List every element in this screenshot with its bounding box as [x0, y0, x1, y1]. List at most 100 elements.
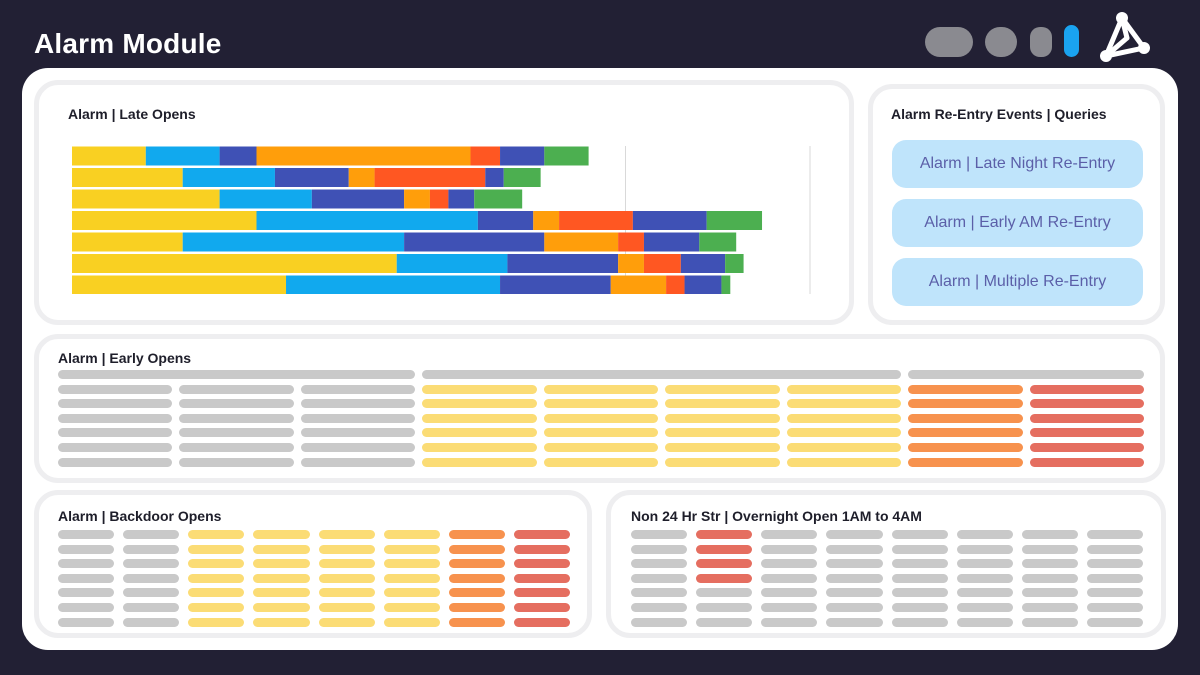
late-opens-chart: [72, 146, 816, 294]
overnight-table: [631, 530, 1143, 630]
table-cell: [631, 530, 688, 539]
table-cell: [891, 530, 948, 539]
table-cell: [123, 573, 180, 583]
table-cell: [300, 428, 416, 438]
table-cell: [513, 544, 570, 554]
table-cell: [422, 413, 537, 423]
table-cell: [1021, 544, 1078, 554]
table-cell: [188, 559, 245, 569]
table-cell: [826, 559, 883, 569]
table-cell: [318, 530, 375, 539]
bar-row-2-segment-0: [72, 189, 220, 209]
bar-row-1-segment-4: [374, 168, 486, 187]
bar-row-6-segment-6: [721, 275, 731, 294]
table-cell: [665, 428, 780, 438]
backdoor-opens-title: Alarm | Backdoor Opens: [58, 508, 222, 524]
bar-row-3-segment-0: [72, 211, 257, 230]
table-cell: [422, 457, 537, 467]
table-cell: [826, 573, 883, 583]
table-cell: [1029, 399, 1144, 409]
table-cell: [631, 559, 688, 569]
query-early-am-reentry-button[interactable]: Alarm | Early AM Re-Entry: [892, 199, 1143, 247]
table-cell: [448, 603, 505, 612]
active-toggle-icon[interactable]: [1064, 25, 1079, 57]
table-cell: [300, 457, 416, 467]
bar-row-2-segment-2: [311, 189, 405, 209]
table-cell: [58, 573, 115, 583]
table-cell: [318, 617, 375, 627]
table-cell: [448, 573, 505, 583]
page-title: Alarm Module: [34, 28, 222, 59]
bar-row-0-segment-4: [470, 146, 501, 166]
bar-row-4-segment-4: [618, 232, 644, 252]
table-cell: [908, 443, 1023, 452]
table-cell: [1086, 588, 1143, 598]
bar-row-3-segment-3: [533, 211, 560, 230]
table-cell: [383, 573, 440, 583]
table-cell: [908, 413, 1023, 423]
table-cell: [1086, 544, 1143, 554]
table-cell: [422, 428, 537, 438]
table-cell: [188, 617, 245, 627]
table-cell: [300, 413, 416, 423]
table-cell: [422, 443, 537, 452]
backdoor-opens-table: [58, 530, 570, 630]
table-cell: [188, 588, 245, 598]
table-cell: [300, 443, 416, 452]
table-cell: [58, 443, 173, 452]
small-pill-control-icon[interactable]: [1030, 27, 1052, 57]
bar-row-2-segment-6: [474, 189, 523, 209]
table-cell: [543, 428, 659, 438]
early-opens-title: Alarm | Early Opens: [58, 350, 192, 366]
query-late-night-reentry-button[interactable]: Alarm | Late Night Re-Entry: [892, 140, 1143, 188]
table-cell: [786, 413, 902, 423]
bar-row-2-segment-4: [429, 189, 449, 209]
circle-control-icon[interactable]: [985, 27, 1017, 57]
table-cell: [1021, 573, 1078, 583]
bar-row-3-segment-6: [706, 211, 763, 230]
bar-row-1-segment-2: [274, 168, 349, 187]
table-cell: [786, 443, 902, 452]
table-cell: [58, 384, 173, 394]
table-cell: [513, 530, 570, 539]
table-cell: [543, 443, 659, 452]
table-cell: [761, 530, 818, 539]
table-cell: [318, 559, 375, 569]
query-multiple-reentry-button[interactable]: Alarm | Multiple Re-Entry: [892, 258, 1143, 306]
bar-row-4-segment-3: [544, 232, 619, 252]
bar-row-3-segment-4: [559, 211, 633, 230]
table-cell: [631, 544, 688, 554]
bar-row-0-segment-6: [544, 146, 589, 166]
table-cell: [318, 544, 375, 554]
bar-row-1-segment-6: [503, 168, 541, 187]
table-cell: [956, 617, 1013, 627]
table-cell: [513, 559, 570, 569]
table-cell: [123, 559, 180, 569]
table-cell: [696, 530, 753, 539]
table-cell: [383, 530, 440, 539]
bar-row-3-segment-5: [632, 211, 707, 230]
table-cell: [908, 428, 1023, 438]
table-cell: [188, 530, 245, 539]
pill-control-icon[interactable]: [925, 27, 973, 57]
table-cell: [318, 588, 375, 598]
table-cell: [1029, 443, 1144, 452]
bar-row-5-segment-0: [72, 254, 397, 273]
bar-row-5-segment-2: [507, 254, 619, 273]
bar-row-1-segment-3: [348, 168, 375, 187]
bar-row-4-segment-6: [699, 232, 737, 252]
table-cell: [761, 544, 818, 554]
table-cell: [58, 428, 173, 438]
bar-row-3-segment-2: [477, 211, 534, 230]
table-cell: [188, 603, 245, 612]
triangle-network-logo-icon: [1100, 12, 1150, 62]
table-cell: [448, 530, 505, 539]
table-cell: [956, 603, 1013, 612]
table-cell: [318, 573, 375, 583]
table-cell: [513, 588, 570, 598]
table-cell: [826, 544, 883, 554]
table-cell: [1086, 530, 1143, 539]
table-cell: [1021, 530, 1078, 539]
table-cell: [908, 457, 1023, 467]
table-cell: [253, 603, 310, 612]
